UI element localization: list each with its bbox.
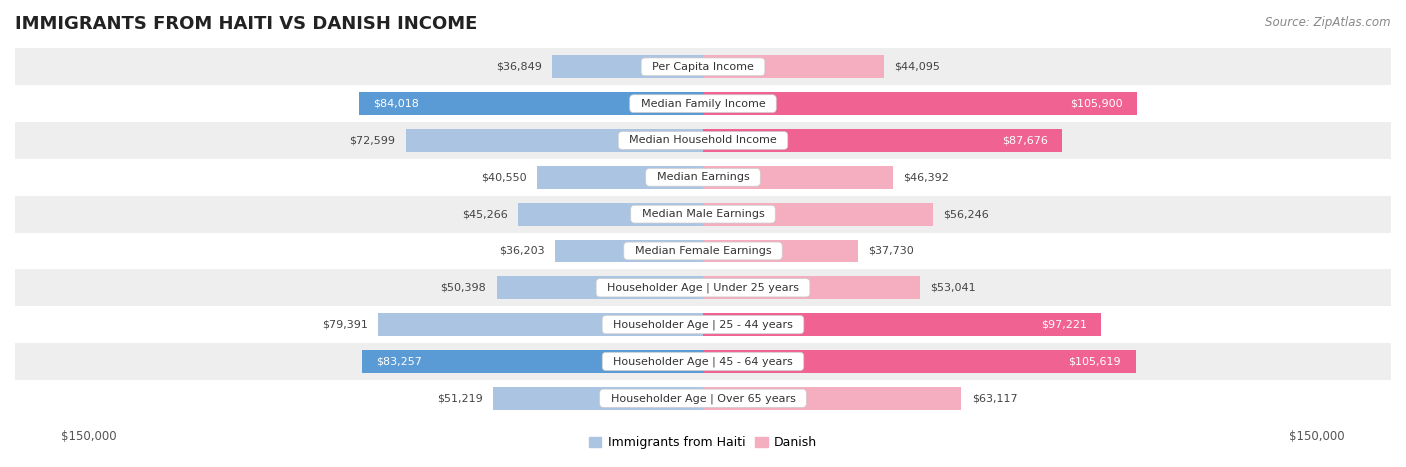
Text: Householder Age | Under 25 years: Householder Age | Under 25 years [600,283,806,293]
Text: $56,246: $56,246 [943,209,990,219]
Text: $51,219: $51,219 [437,393,484,403]
Bar [703,56,883,78]
Text: $37,730: $37,730 [868,246,914,256]
Bar [553,56,703,78]
Bar [378,313,703,336]
Text: Householder Age | 45 - 64 years: Householder Age | 45 - 64 years [606,356,800,367]
Text: $83,257: $83,257 [377,356,422,367]
Bar [361,350,703,373]
Text: $53,041: $53,041 [931,283,976,293]
FancyBboxPatch shape [0,159,1406,196]
FancyBboxPatch shape [0,306,1406,343]
Bar [406,129,703,152]
Text: Median Male Earnings: Median Male Earnings [634,209,772,219]
Bar [494,387,703,410]
FancyBboxPatch shape [0,380,1406,417]
FancyBboxPatch shape [0,233,1406,269]
Bar [496,276,703,299]
Text: Source: ZipAtlas.com: Source: ZipAtlas.com [1265,16,1391,29]
FancyBboxPatch shape [0,343,1406,380]
Text: $63,117: $63,117 [972,393,1018,403]
FancyBboxPatch shape [0,85,1406,122]
Text: $46,392: $46,392 [903,172,949,182]
Text: Median Household Income: Median Household Income [621,135,785,146]
Text: $36,203: $36,203 [499,246,544,256]
Legend: Immigrants from Haiti, Danish: Immigrants from Haiti, Danish [583,431,823,454]
Text: $79,391: $79,391 [322,319,367,330]
Text: $40,550: $40,550 [481,172,527,182]
Text: Median Family Income: Median Family Income [634,99,772,109]
Bar [517,203,703,226]
Text: Median Female Earnings: Median Female Earnings [627,246,779,256]
Text: $105,619: $105,619 [1069,356,1121,367]
Bar [537,166,703,189]
Text: $45,266: $45,266 [461,209,508,219]
FancyBboxPatch shape [0,269,1406,306]
Bar [703,240,858,262]
FancyBboxPatch shape [0,122,1406,159]
Text: $84,018: $84,018 [373,99,419,109]
Bar [703,313,1101,336]
Text: $105,900: $105,900 [1070,99,1122,109]
Bar [555,240,703,262]
Text: Householder Age | Over 65 years: Householder Age | Over 65 years [603,393,803,403]
Text: Per Capita Income: Per Capita Income [645,62,761,72]
Bar [703,276,920,299]
Bar [703,166,893,189]
Bar [703,387,962,410]
Bar [703,129,1062,152]
Text: $36,849: $36,849 [496,62,541,72]
Text: IMMIGRANTS FROM HAITI VS DANISH INCOME: IMMIGRANTS FROM HAITI VS DANISH INCOME [15,15,478,33]
FancyBboxPatch shape [0,49,1406,85]
FancyBboxPatch shape [0,196,1406,233]
Text: Median Earnings: Median Earnings [650,172,756,182]
Bar [703,92,1136,115]
Bar [703,203,934,226]
Text: $44,095: $44,095 [894,62,939,72]
Text: $72,599: $72,599 [350,135,395,146]
Text: $50,398: $50,398 [440,283,486,293]
Text: $87,676: $87,676 [1002,135,1047,146]
Bar [359,92,703,115]
Text: $97,221: $97,221 [1040,319,1087,330]
Text: Householder Age | 25 - 44 years: Householder Age | 25 - 44 years [606,319,800,330]
Bar [703,350,1136,373]
